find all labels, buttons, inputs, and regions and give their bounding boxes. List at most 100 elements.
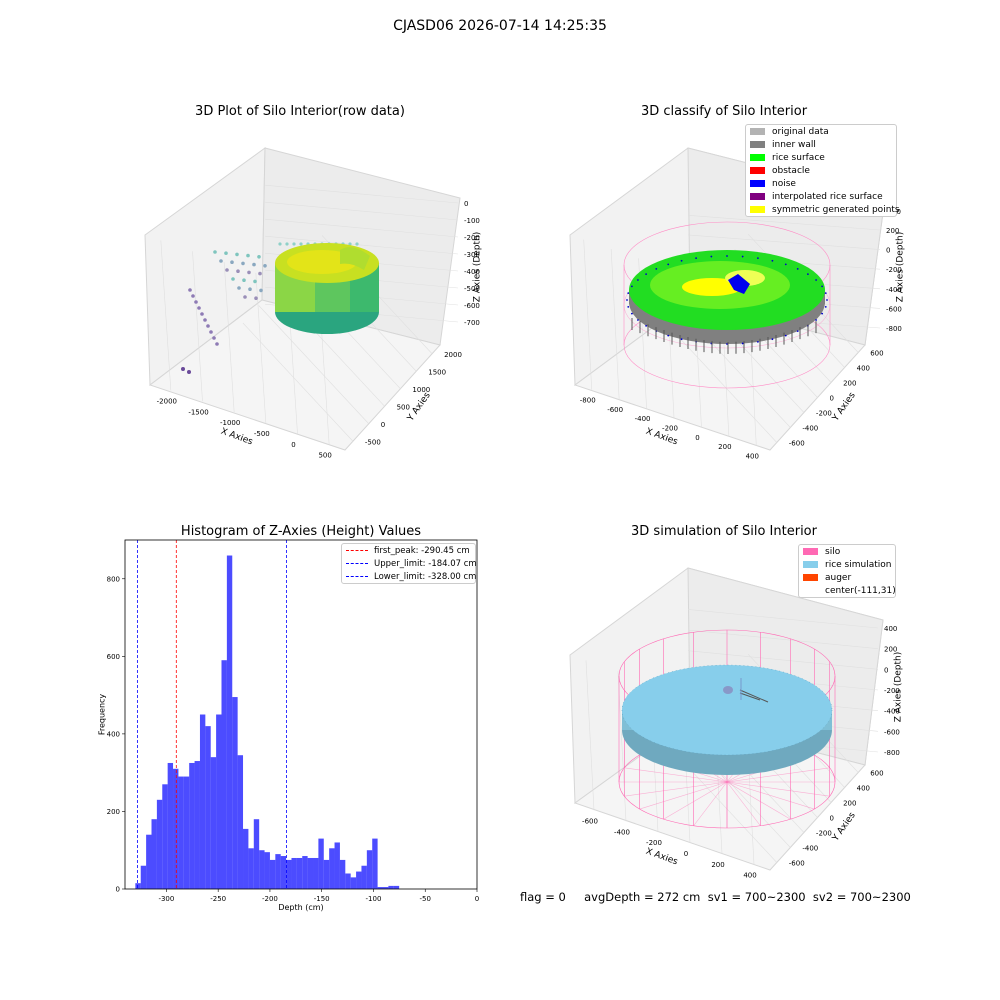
classify-xtick: -200 — [662, 425, 678, 433]
histogram-bar — [291, 857, 297, 889]
raw-zgrid — [264, 235, 459, 255]
histogram-ytick-label: 200 — [107, 808, 120, 816]
simulation-silo-spoke — [624, 767, 728, 783]
raw-point — [225, 268, 229, 272]
histogram-legend-swatch — [346, 576, 368, 577]
classify-noise-point — [741, 342, 744, 345]
sim-zgrid — [687, 629, 879, 649]
classify-noise-point — [826, 299, 828, 301]
raw-xtick: -1500 — [188, 408, 208, 416]
histogram-xtick-label: -250 — [210, 895, 226, 903]
classify-noise-point — [771, 338, 774, 341]
classify-noise-point — [824, 292, 827, 295]
classify-rice-surface — [629, 250, 825, 344]
classify-xgrid — [610, 248, 620, 399]
histogram-bar — [339, 859, 346, 889]
classify-legend-item: interpolated rice surface — [746, 190, 896, 203]
classify-legend-item: noise — [746, 177, 896, 190]
classify-xgrid — [583, 239, 593, 390]
classify-ygrid — [666, 324, 778, 443]
histogram-bar — [135, 883, 141, 889]
histogram-bar — [162, 784, 168, 889]
histogram-bar — [372, 838, 378, 889]
raw-point — [181, 367, 185, 371]
raw-point — [237, 286, 241, 290]
classify-noise-point — [824, 305, 827, 308]
classify-legend-item: symmetric generated points — [746, 203, 900, 216]
histogram-ytick-label: 800 — [107, 575, 120, 583]
histogram-legend-swatch — [346, 550, 368, 551]
simulation-silo-spoke — [726, 781, 791, 820]
histogram-bar — [286, 859, 292, 889]
sim-xtick: 400 — [743, 872, 756, 880]
raw-ztick: -200 — [464, 234, 480, 242]
classify-legend-swatch — [750, 180, 765, 187]
histogram-bar — [194, 761, 200, 889]
histogram-ytick-label: 400 — [107, 730, 120, 738]
classify-axis-ticks: -800-600-400-2000200400-600-400-20002004… — [580, 208, 902, 460]
histogram-bar — [345, 873, 351, 889]
simulation-legend: silo rice simulation auger center(-111,31) — [798, 544, 896, 598]
simulation-silo-spoke — [663, 781, 728, 820]
raw-point — [206, 324, 210, 328]
sim-ytick: 200 — [843, 800, 856, 808]
simulation-auger — [723, 678, 769, 703]
classify-noise-point — [710, 255, 713, 258]
raw-zgrid — [264, 184, 459, 204]
classify-legend-item: original data — [746, 125, 896, 138]
simulation-legend-label: rice simulation — [825, 559, 892, 570]
histogram-bar — [361, 865, 367, 889]
histogram-bar — [259, 850, 265, 889]
histogram-bar — [140, 865, 147, 889]
histogram-bar — [269, 859, 276, 889]
classify-noise-point — [784, 263, 787, 266]
histogram-title: Histogram of Z-Axies (Height) Values — [180, 524, 422, 539]
raw-xgrid — [223, 262, 235, 413]
histogram-bar — [302, 856, 308, 889]
classify-legend-label: symmetric generated points — [772, 204, 900, 215]
histogram-bar — [382, 887, 389, 889]
histogram-xtick-label: 0 — [475, 895, 479, 903]
raw-zgrid — [264, 218, 459, 238]
raw-point — [278, 242, 282, 246]
sim-ytick: 600 — [870, 770, 883, 778]
classify-legend-label: noise — [772, 178, 796, 189]
raw-ztick: -600 — [464, 302, 480, 310]
classify-ztick: 200 — [886, 227, 899, 235]
simulation-zlabel: Z Axies (Depth) — [893, 651, 904, 723]
classify-noise-point — [636, 279, 639, 281]
histogram-bar — [151, 819, 157, 889]
sim-xtick: -600 — [582, 817, 598, 825]
classify-noise-point — [636, 319, 639, 321]
histogram-xlabel: Depth (cm) — [278, 903, 324, 912]
simulation-silo-spoke — [726, 781, 761, 826]
raw-point — [247, 270, 251, 275]
histogram-ytick-label: 600 — [107, 653, 120, 661]
histogram-bar — [393, 885, 400, 889]
histogram-bar — [275, 854, 281, 889]
raw-point — [209, 330, 213, 334]
raw-axis-ticks: -2000-1500-1000-5000500-5000500100015002… — [157, 200, 480, 460]
histogram-bar — [323, 859, 330, 889]
raw-ytick: 2000 — [444, 351, 462, 359]
sim-ztick: -200 — [884, 687, 900, 695]
raw-point — [258, 271, 262, 276]
classify-ytick: 0 — [830, 395, 834, 403]
classify-legend-swatch — [750, 154, 765, 161]
histogram-bar — [248, 848, 254, 889]
classify-noise-point — [726, 343, 728, 345]
sim-ztick: 0 — [884, 666, 888, 674]
raw-xgrid — [192, 251, 203, 402]
raw-point — [219, 259, 223, 263]
classify-noise-point — [626, 299, 628, 301]
raw-ztick: -700 — [464, 319, 480, 327]
classify-noise-point — [680, 338, 683, 341]
classify-noise-point — [757, 340, 759, 343]
histogram-legend-swatch — [346, 563, 368, 564]
raw-point — [348, 242, 352, 246]
raw-point — [355, 242, 359, 246]
raw-ztick: -300 — [464, 251, 480, 259]
